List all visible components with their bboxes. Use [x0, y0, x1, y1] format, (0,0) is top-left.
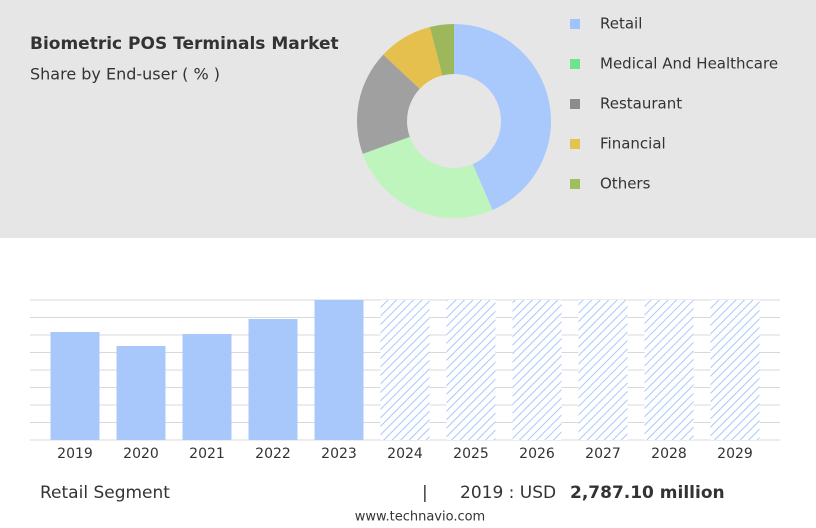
x-tick-label: 2023	[321, 446, 357, 462]
bar	[182, 334, 232, 440]
legend-swatch	[570, 59, 580, 69]
forecast-placeholder	[710, 300, 760, 440]
forecast-placeholder	[380, 300, 430, 440]
bar	[248, 318, 298, 440]
x-tick-label: 2022	[255, 446, 291, 462]
forecast-placeholder	[512, 300, 562, 440]
chart-title: Biometric POS Terminals Market	[30, 34, 339, 54]
forecast-placeholder	[644, 300, 694, 440]
segment-label: Retail Segment	[40, 483, 170, 503]
legend-label: Others	[600, 175, 651, 193]
forecast-placeholder	[446, 300, 496, 440]
pie-slice	[383, 27, 443, 89]
legend-swatch	[570, 19, 580, 29]
x-tick-label: 2025	[453, 446, 489, 462]
forecast-placeholder	[578, 300, 628, 440]
x-tick-label: 2020	[123, 446, 159, 462]
x-tick-label: 2028	[651, 446, 687, 462]
x-tick-label: 2021	[189, 446, 225, 462]
x-tick-label: 2019	[57, 446, 93, 462]
pie-slice	[429, 24, 454, 76]
legend-swatch	[570, 139, 580, 149]
pie-slice	[356, 54, 420, 154]
legend-swatch	[570, 179, 580, 189]
year-label: 2019 : USD	[460, 483, 556, 503]
pie-slice	[362, 136, 493, 218]
value-label: 2,787.10 million	[570, 483, 725, 503]
x-tick-label: 2029	[717, 446, 753, 462]
bar	[50, 332, 100, 440]
pie-slice	[454, 24, 551, 211]
bar	[116, 345, 166, 440]
bar	[314, 300, 364, 440]
source: www.technavio.com	[355, 510, 485, 525]
legend-label: Retail	[600, 15, 642, 33]
chart-subtitle: Share by End-user ( % )	[30, 65, 220, 84]
separator: |	[422, 483, 428, 503]
legend-swatch	[570, 99, 580, 109]
legend-label: Medical And Healthcare	[600, 55, 778, 73]
legend-label: Financial	[600, 135, 666, 153]
x-tick-label: 2027	[585, 446, 621, 462]
x-tick-label: 2026	[519, 446, 555, 462]
legend-label: Restaurant	[600, 95, 682, 113]
x-tick-label: 2024	[387, 446, 423, 462]
